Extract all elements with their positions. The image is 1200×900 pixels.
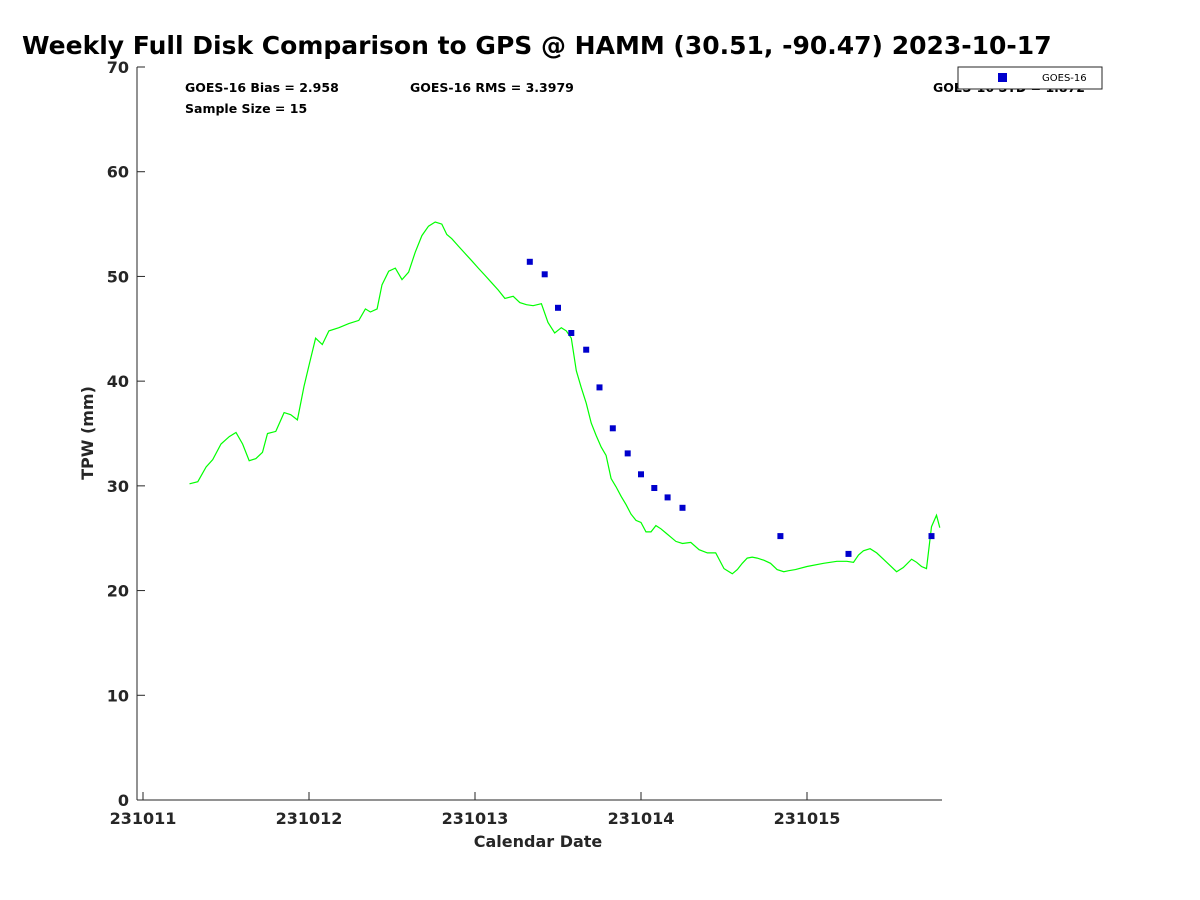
chart-title: Weekly Full Disk Comparison to GPS @ HAM… <box>22 31 1052 60</box>
goes16-point <box>583 346 590 353</box>
y-tick-label: 10 <box>107 686 129 705</box>
legend-box <box>957 66 1103 90</box>
goes16-point <box>651 485 658 491</box>
goes16-point <box>526 258 533 265</box>
x-axis-label: Calendar Date <box>474 832 603 851</box>
legend-label-goes16: GOES-16 <box>1042 73 1087 84</box>
y-axis-label: TPW (mm) <box>78 386 97 480</box>
goes16-point <box>624 450 631 457</box>
stat-rms: GOES-16 RMS = 3.3979 <box>410 80 574 95</box>
y-tick-label: 60 <box>107 163 129 182</box>
x-tick-label: 231014 <box>608 809 675 828</box>
x-ticks: 231011 231012 231013 231014 231015 <box>110 792 841 828</box>
goes16-point <box>679 504 686 511</box>
stat-sample-size: Sample Size = 15 <box>185 101 307 116</box>
x-tick-label: 231015 <box>774 809 841 828</box>
goes16-point <box>845 550 852 557</box>
y-tick-label: 0 <box>118 791 129 810</box>
legend: GOES-16 <box>957 66 1103 90</box>
axes <box>136 67 942 801</box>
y-tick-label: 30 <box>107 477 129 496</box>
x-tick-label: 231011 <box>110 809 177 828</box>
goes16-point <box>928 533 935 540</box>
goes16-point <box>541 271 548 278</box>
y-tick-label: 20 <box>107 582 129 601</box>
x-tick-label: 231012 <box>276 809 343 828</box>
goes16-point <box>596 384 603 391</box>
goes16-point <box>555 304 561 311</box>
x-tick-label: 231013 <box>442 809 509 828</box>
goes16-point <box>568 330 575 336</box>
goes16-point <box>777 533 784 540</box>
y-tick-label: 40 <box>107 372 129 391</box>
y-ticks: 0 10 20 30 40 50 60 70 <box>107 58 145 810</box>
gps-tpw-line <box>189 221 941 575</box>
legend-marker-goes16 <box>998 73 1007 82</box>
goes16-point <box>664 494 671 501</box>
stat-bias: GOES-16 Bias = 2.958 <box>185 80 339 95</box>
goes16-point <box>638 471 644 478</box>
goes16-point <box>609 425 616 432</box>
goes16-points <box>526 258 935 557</box>
y-tick-label: 70 <box>107 58 129 77</box>
y-tick-label: 50 <box>107 267 129 286</box>
